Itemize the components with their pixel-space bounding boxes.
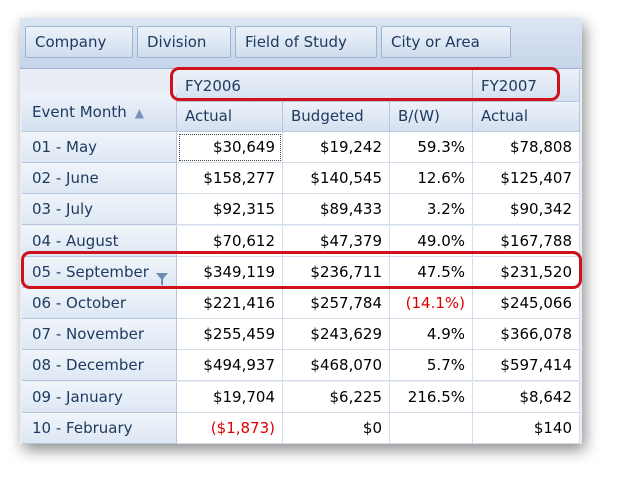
row-header-label: 04 - August [32,231,119,250]
measure-header-actual[interactable]: Actual [177,102,283,132]
table-cell[interactable]: $366,078 [473,319,580,351]
table-cell[interactable]: $236,711 [283,256,390,288]
table-cell[interactable]: $90,342 [473,194,580,226]
row-header-label: 10 - February [32,418,133,437]
table-cell[interactable]: 47.5% [390,256,473,288]
row-header-label: 01 - May [32,138,98,156]
column-group-fy2007[interactable]: FY2007 [473,70,580,102]
table-cell[interactable]: $140 [473,412,580,444]
table-cell[interactable]: 49.0% [390,225,473,257]
row-header[interactable]: 10 - February [22,412,177,444]
row-header[interactable]: 03 - July [22,194,177,226]
table-cell[interactable]: (14.1%) [390,288,473,319]
row-header[interactable]: 08 - December [22,350,177,382]
row-header[interactable]: 06 - October [22,288,177,319]
table-cell[interactable]: $47,379 [283,225,390,257]
row-header[interactable]: 04 - August [22,225,177,257]
row-header-label: 08 - December [32,356,144,375]
table-cell[interactable]: $257,784 [283,288,390,319]
table-cell[interactable]: $140,545 [283,163,390,195]
row-header-label: 03 - July [32,200,94,219]
filter-area: Company Division Field of Study City or … [20,18,582,69]
table-cell[interactable]: $92,315 [177,194,283,226]
table-cell[interactable]: $468,070 [283,350,390,382]
filter-field-city-or-area[interactable]: City or Area [381,26,511,58]
row-header-label: 02 - June [32,169,99,188]
measure-header-bw[interactable]: B/(W) [390,102,473,132]
table-cell[interactable]: $245,066 [473,288,580,319]
table-cell[interactable]: $167,788 [473,225,580,257]
table-cell[interactable]: 3.2% [390,194,473,226]
table-cell[interactable]: $231,520 [473,256,580,288]
table-cell[interactable]: $30,649 [177,132,283,163]
row-header-label: Event Month [32,103,127,121]
filter-field-division[interactable]: Division [137,26,231,58]
table-cell[interactable]: $0 [283,412,390,444]
pivot-grid: Company Division Field of Study City or … [20,18,582,444]
table-cell[interactable]: $494,937 [177,350,283,382]
column-group-fy2006[interactable]: FY2006 [177,70,473,102]
table-cell[interactable]: $89,433 [283,194,390,226]
table-cell[interactable]: $19,704 [177,381,283,413]
table-cell[interactable]: $6,225 [283,381,390,413]
table-cell[interactable]: $255,459 [177,319,283,351]
table-cell[interactable]: 59.3% [390,132,473,163]
filter-funnel-icon[interactable] [156,266,168,296]
table-cell[interactable]: $19,242 [283,132,390,163]
row-header-label: 07 - November [32,325,145,344]
measure-header-budgeted[interactable]: Budgeted [283,102,390,132]
row-header[interactable]: 02 - June [22,163,177,195]
row-header[interactable]: 09 - January [22,381,177,413]
table-cell[interactable]: 5.7% [390,350,473,382]
table-cell[interactable] [390,412,473,444]
table-cell[interactable]: $597,414 [473,350,580,382]
sort-up-icon[interactable]: ▲ [134,106,144,120]
row-header-event-month[interactable]: Event Month ▲ [22,94,177,132]
table-cell[interactable]: $221,416 [177,288,283,319]
filter-field-field-of-study[interactable]: Field of Study [235,26,377,58]
table-cell[interactable]: 216.5% [390,381,473,413]
row-header[interactable]: 05 - September [22,256,177,288]
table-cell[interactable]: $349,119 [177,256,283,288]
table-cell[interactable]: $125,407 [473,163,580,195]
table-cell[interactable]: $158,277 [177,163,283,195]
row-header-label: 05 - September [32,262,149,281]
measure-header-actual-fy2007[interactable]: Actual [473,102,580,132]
row-header-label: 06 - October [32,294,127,312]
table-cell[interactable]: ($1,873) [177,412,283,444]
row-header-label: 09 - January [32,387,123,406]
row-header[interactable]: 07 - November [22,319,177,351]
table-cell[interactable]: $243,629 [283,319,390,351]
filter-field-company[interactable]: Company [25,26,133,58]
table-cell[interactable]: 4.9% [390,319,473,351]
table-cell[interactable]: 12.6% [390,163,473,195]
table-cell[interactable]: $70,612 [177,225,283,257]
row-header[interactable]: 01 - May [22,132,177,163]
table-cell[interactable]: $78,808 [473,132,580,163]
table-cell[interactable]: $8,642 [473,381,580,413]
